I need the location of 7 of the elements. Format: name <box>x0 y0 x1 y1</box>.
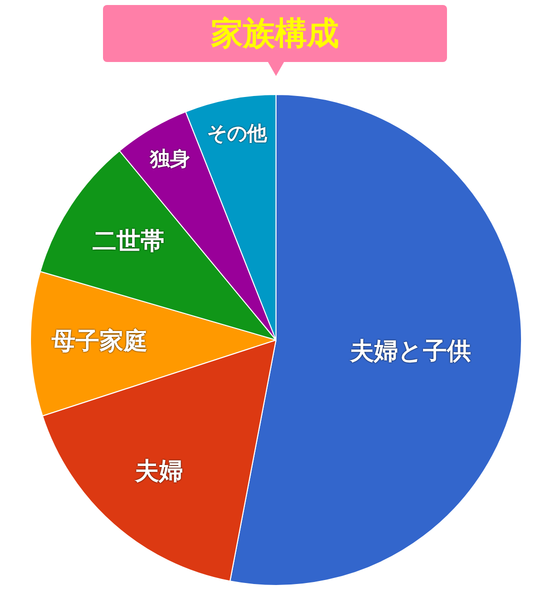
slice-label: その他 <box>206 121 268 146</box>
chart-title: 家族構成 <box>103 5 447 62</box>
slice-label: 夫婦 <box>134 456 184 485</box>
slice-label: 二世帯 <box>92 227 164 256</box>
slice-label: 独身 <box>148 146 190 171</box>
slice-label: 母子家庭 <box>50 327 148 356</box>
slice-label: 夫婦と子供 <box>348 336 471 365</box>
